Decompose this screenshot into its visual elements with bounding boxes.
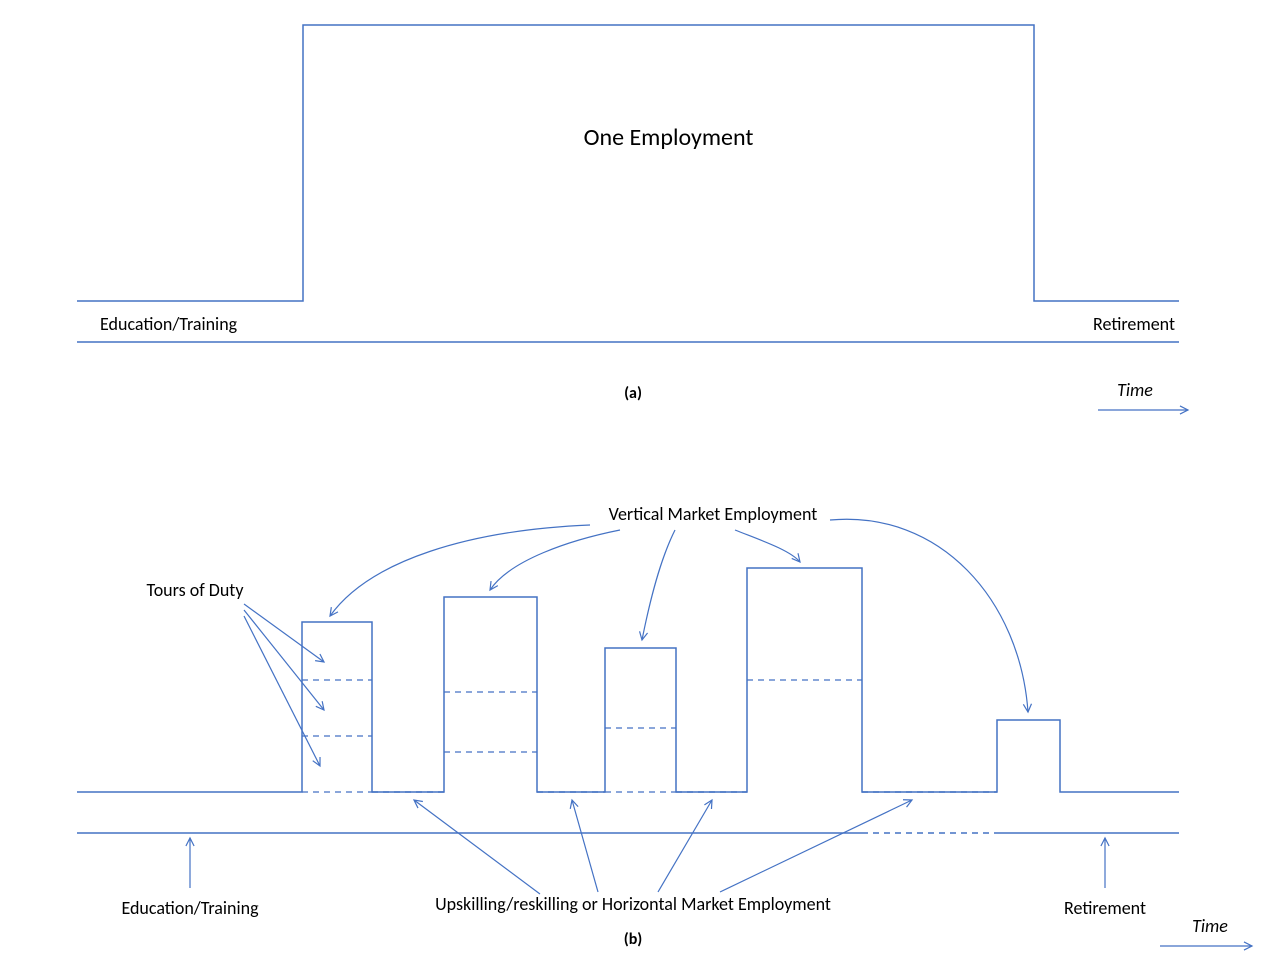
vertical-arrow [642,530,675,640]
panel-b-axis-label: Time [1192,915,1228,937]
panel-b-track [77,568,1179,792]
vertical-arrow [330,525,590,616]
panel-a-id: (a) [624,384,642,403]
panel-b-id: (b) [624,930,643,949]
panel-a-axis-label: Time [1117,379,1153,401]
panel-a-left-label: Education/Training [100,313,238,335]
vertical-label: Vertical Market Employment [609,503,818,525]
panel-a-right-label: Retirement [1093,313,1175,335]
vertical-arrow [830,519,1028,712]
retirement-label: Retirement [1064,897,1146,919]
panel-a-step [77,25,1179,301]
education-label: Education/Training [121,897,259,919]
panel-b [77,568,1179,833]
panel-a [77,25,1179,342]
vertical-arrow [490,530,620,590]
panel-a-title: One Employment [584,123,754,152]
tours-label: Tours of Duty [147,579,245,601]
vertical-arrow [735,530,800,562]
upskill-label: Upskilling/reskilling or Horizontal Mark… [435,893,831,915]
